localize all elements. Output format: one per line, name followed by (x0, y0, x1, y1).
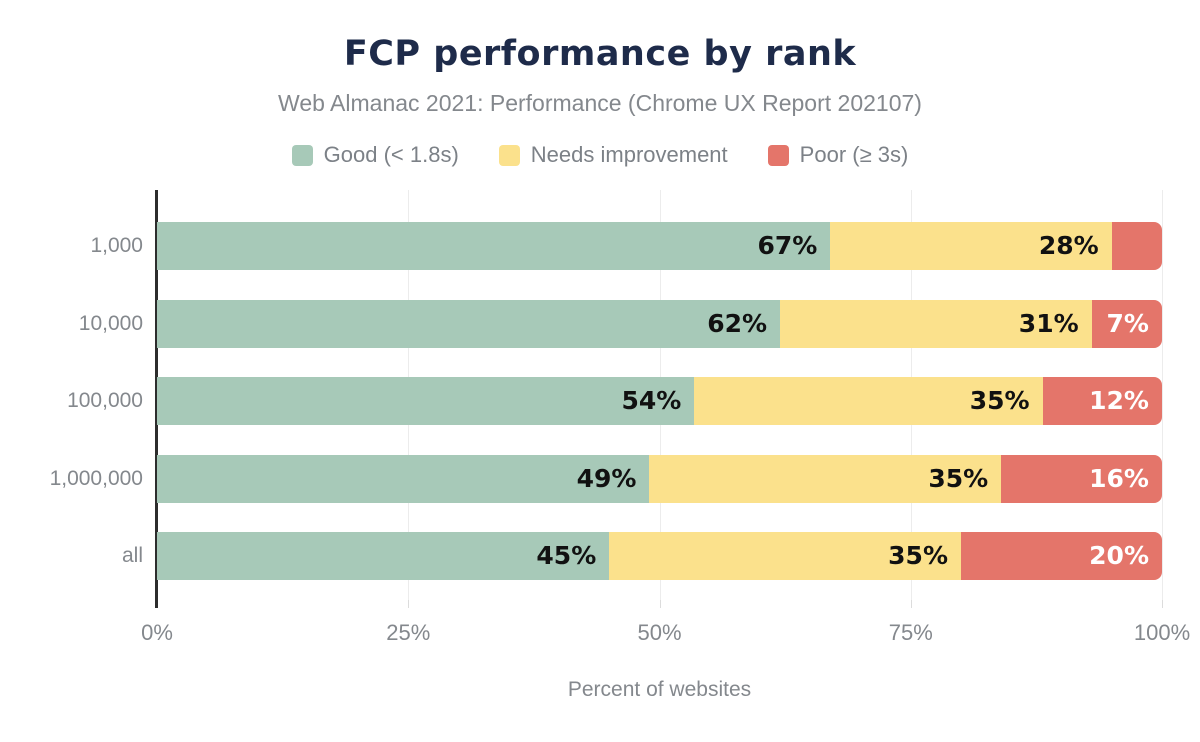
bar-value-label: 45% (536, 541, 597, 570)
y-axis-labels: 1,000 10,000 100,000 1,000,000 all (0, 190, 143, 600)
bar-row: 54% 35% 12% (157, 377, 1162, 425)
bar-value-label: 35% (888, 541, 948, 570)
bar-segment: 16% (1001, 454, 1162, 503)
bar-segment: 31% (780, 299, 1092, 348)
bar-segment: 20% (961, 532, 1162, 580)
bar-value-label: 31% (1018, 308, 1079, 338)
y-axis-label: 1,000 (90, 234, 143, 257)
tick-mark-100 (1162, 600, 1163, 608)
bar-value-label: 20% (1089, 541, 1149, 570)
bar-value-label: 16% (1089, 463, 1149, 493)
legend-label-poor: Poor (≥ 3s) (799, 142, 909, 167)
bar-segment: 7% (1091, 299, 1162, 348)
bar-segment: 45% (157, 532, 610, 580)
bar-value-label: 7% (1106, 308, 1149, 338)
bar-segment: 12% (1042, 377, 1162, 425)
x-tick-label: 0% (141, 620, 173, 645)
x-axis-title: Percent of websites (567, 678, 752, 701)
legend: Good (< 1.8s) Needs improvement Poor (≥ … (0, 142, 1200, 168)
bar-value-label: 12% (1089, 386, 1149, 415)
bar-segment: 35% (609, 532, 961, 580)
chart-subtitle: Web Almanac 2021: Performance (Chrome UX… (278, 90, 922, 116)
bar-value-label: 35% (969, 386, 1030, 415)
bar-segment: 54% (157, 377, 695, 425)
bar-row: 62% 31% 7% (157, 299, 1162, 348)
y-axis-label: 100,000 (67, 389, 143, 412)
bar-value-label: 62% (707, 308, 768, 338)
bar-value-label: 35% (928, 463, 989, 493)
y-axis-label: all (121, 544, 143, 567)
bar-segment: 67% (157, 222, 831, 270)
bar-row: 49% 35% 16% (157, 454, 1162, 503)
x-axis-ticks: 0% 25% 50% 75% 100% (141, 620, 1190, 648)
bar-segment: 49% (157, 454, 650, 503)
legend-label-good: Good (< 1.8s) (323, 142, 459, 167)
bar-value-label: 49% (576, 463, 637, 493)
tick-mark-50 (659, 600, 661, 608)
bar-segment: 62% (157, 299, 781, 348)
bar-segment: 35% (694, 377, 1043, 425)
chart-title: FCP performance by rank (343, 34, 857, 74)
x-tick-label: 50% (637, 620, 682, 645)
legend-item-poor: Poor (≥ 3s) (767, 142, 909, 168)
tick-mark-75 (910, 600, 912, 608)
legend-item-good: Good (< 1.8s) (291, 142, 459, 168)
plot-area: 67% 28% 62% 31% 7% 54% 35% 12% 49% 35% 16% 45% 35% 20… (155, 190, 1163, 608)
bar-row: 45% 35% 20% (157, 532, 1162, 580)
poor-swatch-icon (767, 144, 789, 166)
bar-value-label: 67% (757, 231, 818, 260)
needs-improvement-swatch-icon (498, 144, 520, 166)
good-swatch-icon (291, 144, 313, 166)
bar-value-label: 54% (621, 386, 682, 415)
bar-segment (1111, 222, 1162, 270)
bar-segment: 28% (830, 222, 1112, 270)
x-tick-label: 100% (1133, 620, 1191, 645)
legend-item-needs-improvement: Needs improvement (498, 142, 728, 168)
y-axis-line (155, 190, 158, 608)
gridline-100 (1162, 190, 1163, 600)
tick-mark-25 (408, 600, 410, 608)
bar-value-label: 28% (1038, 231, 1099, 260)
x-tick-label: 75% (888, 620, 933, 645)
x-tick-label: 25% (386, 620, 431, 645)
bar-row: 67% 28% (157, 222, 1162, 270)
legend-label-needs-improvement: Needs improvement (530, 142, 728, 167)
y-axis-label: 10,000 (78, 311, 143, 335)
y-axis-label: 1,000,000 (49, 466, 143, 490)
bar-segment: 35% (649, 454, 1002, 503)
